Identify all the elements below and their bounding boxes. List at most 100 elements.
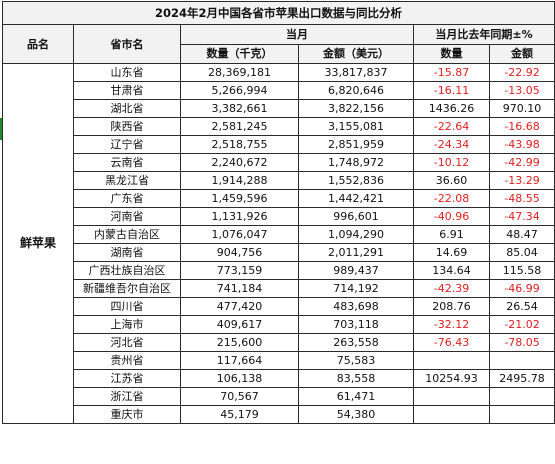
province-cell: 湖南省 bbox=[73, 243, 181, 262]
amount-cell: 996,601 bbox=[298, 207, 414, 226]
yoy-amount-cell: -13.05 bbox=[488, 81, 555, 100]
yoy-quantity-cell: -15.87 bbox=[413, 63, 490, 82]
header-province: 省市名 bbox=[73, 24, 181, 64]
yoy-quantity-cell: -10.12 bbox=[413, 153, 490, 172]
table-row: 浙江省 70,567 61,471 bbox=[3, 387, 555, 406]
quantity-cell: 106,138 bbox=[180, 369, 299, 388]
yoy-quantity-cell: -42.39 bbox=[413, 279, 490, 298]
cell-selection-marker bbox=[0, 118, 2, 140]
yoy-quantity-cell: -22.64 bbox=[413, 117, 490, 136]
header-current-month: 当月 bbox=[180, 24, 414, 45]
yoy-quantity-cell: -40.96 bbox=[413, 207, 490, 226]
yoy-amount-cell: -22.92 bbox=[488, 63, 555, 82]
quantity-cell: 70,567 bbox=[180, 387, 299, 406]
amount-cell: 1,748,972 bbox=[298, 153, 414, 172]
header-yoy-quantity: 数量 bbox=[413, 44, 490, 64]
province-cell: 陕西省 bbox=[73, 117, 181, 136]
yoy-quantity-cell: -76.43 bbox=[413, 333, 490, 352]
quantity-cell: 1,459,596 bbox=[180, 189, 299, 208]
header-product: 品名 bbox=[2, 24, 74, 64]
province-cell: 湖北省 bbox=[73, 99, 181, 118]
yoy-quantity-cell: 134.64 bbox=[413, 261, 490, 280]
province-cell: 上海市 bbox=[73, 315, 181, 334]
amount-cell: 1,552,836 bbox=[298, 171, 414, 190]
province-cell: 黑龙江省 bbox=[73, 171, 181, 190]
yoy-amount-cell: -47.34 bbox=[488, 207, 555, 226]
quantity-cell: 904,756 bbox=[180, 243, 299, 262]
amount-cell: 33,817,837 bbox=[298, 63, 414, 82]
yoy-amount-cell: 85.04 bbox=[488, 243, 555, 262]
table-row: 河南省 1,131,926 996,601 -40.96 -47.34 bbox=[3, 207, 555, 226]
yoy-amount-cell: -78.05 bbox=[488, 333, 555, 352]
yoy-amount-cell bbox=[488, 387, 555, 406]
amount-cell: 2,011,291 bbox=[298, 243, 414, 262]
table-row: 云南省 2,240,672 1,748,972 -10.12 -42.99 bbox=[3, 153, 555, 172]
header-row-1: 品名 省市名 当月 当月比去年同期±% bbox=[2, 24, 555, 64]
quantity-cell: 1,914,288 bbox=[180, 171, 299, 190]
quantity-cell: 215,600 bbox=[180, 333, 299, 352]
table-row: 广西壮族自治区 773,159 989,437 134.64 115.58 bbox=[3, 261, 555, 280]
quantity-cell: 741,184 bbox=[180, 279, 299, 298]
yoy-quantity-cell: 36.60 bbox=[413, 171, 490, 190]
amount-cell: 61,471 bbox=[298, 387, 414, 406]
yoy-amount-cell: -48.55 bbox=[488, 189, 555, 208]
quantity-cell: 3,382,661 bbox=[180, 99, 299, 118]
yoy-amount-cell: -13.29 bbox=[488, 171, 555, 190]
yoy-amount-cell: -46.99 bbox=[488, 279, 555, 298]
province-cell: 新疆维吾尔自治区 bbox=[73, 279, 181, 298]
province-cell: 山东省 bbox=[73, 63, 181, 82]
quantity-cell: 773,159 bbox=[180, 261, 299, 280]
yoy-amount-cell: 2495.78 bbox=[488, 369, 555, 388]
table-row: 上海市 409,617 703,118 -32.12 -21.02 bbox=[3, 315, 555, 334]
province-cell: 甘肃省 bbox=[73, 81, 181, 100]
table-row: 鲜苹果 山东省 28,369,181 33,817,837 -15.87 -22.92 bbox=[2, 63, 555, 424]
quantity-cell: 28,369,181 bbox=[180, 63, 299, 82]
yoy-amount-cell: -21.02 bbox=[488, 315, 555, 334]
amount-cell: 483,698 bbox=[298, 297, 414, 316]
amount-cell: 6,820,646 bbox=[298, 81, 414, 100]
province-cell: 云南省 bbox=[73, 153, 181, 172]
quantity-cell: 477,420 bbox=[180, 297, 299, 316]
yoy-amount-cell bbox=[488, 351, 555, 370]
table-row: 江苏省 106,138 83,558 10254.93 2495.78 bbox=[3, 369, 555, 388]
table-row: 湖南省 904,756 2,011,291 14.69 85.04 bbox=[3, 243, 555, 262]
table-row: 贵州省 117,664 75,583 bbox=[3, 351, 555, 370]
yoy-quantity-cell bbox=[413, 405, 490, 424]
yoy-quantity-cell: -22.08 bbox=[413, 189, 490, 208]
yoy-amount-cell bbox=[488, 405, 555, 424]
province-cell: 辽宁省 bbox=[73, 135, 181, 154]
header-yoy: 当月比去年同期±% bbox=[412, 24, 555, 45]
table-row: 甘肃省 5,266,994 6,820,646 -16.11 -13.05 bbox=[3, 81, 555, 100]
amount-cell: 54,380 bbox=[298, 405, 414, 424]
table-row: 新疆维吾尔自治区 741,184 714,192 -42.39 -46.99 bbox=[3, 279, 555, 298]
yoy-amount-cell: 26.54 bbox=[488, 297, 555, 316]
quantity-cell: 5,266,994 bbox=[180, 81, 299, 100]
province-cell: 江苏省 bbox=[73, 369, 181, 388]
yoy-quantity-cell: 14.69 bbox=[413, 243, 490, 262]
yoy-quantity-cell: -16.11 bbox=[413, 81, 490, 100]
province-cell: 重庆市 bbox=[73, 405, 181, 424]
amount-cell: 263,558 bbox=[298, 333, 414, 352]
quantity-cell: 2,581,245 bbox=[180, 117, 299, 136]
header-yoy-amount: 金额 bbox=[488, 44, 555, 64]
province-cell: 内蒙古自治区 bbox=[73, 225, 181, 244]
amount-cell: 75,583 bbox=[298, 351, 414, 370]
province-cell: 河南省 bbox=[73, 207, 181, 226]
amount-cell: 1,094,290 bbox=[298, 225, 414, 244]
amount-cell: 3,155,081 bbox=[298, 117, 414, 136]
quantity-cell: 409,617 bbox=[180, 315, 299, 334]
yoy-amount-cell: 115.58 bbox=[488, 261, 555, 280]
yoy-amount-cell: -43.98 bbox=[488, 135, 555, 154]
table-title: 2024年2月中国各省市苹果出口数据与同比分析 bbox=[1, 1, 555, 25]
yoy-quantity-cell bbox=[413, 351, 490, 370]
table-row: 河北省 215,600 263,558 -76.43 -78.05 bbox=[3, 333, 555, 352]
table-row: 辽宁省 2,518,755 2,851,959 -24.34 -43.98 bbox=[3, 135, 555, 154]
province-cell: 四川省 bbox=[73, 297, 181, 316]
province-cell: 河北省 bbox=[73, 333, 181, 352]
yoy-amount-cell: 48.47 bbox=[488, 225, 555, 244]
header-amount: 金额（美元） bbox=[298, 44, 414, 64]
header-row-2: 数量（千克） 金额（美元） 数量 金额 bbox=[3, 44, 555, 64]
export-table: 2024年2月中国各省市苹果出口数据与同比分析 品名 省市名 当月 当月比去年同… bbox=[1, 1, 555, 424]
yoy-amount-cell: -42.99 bbox=[488, 153, 555, 172]
